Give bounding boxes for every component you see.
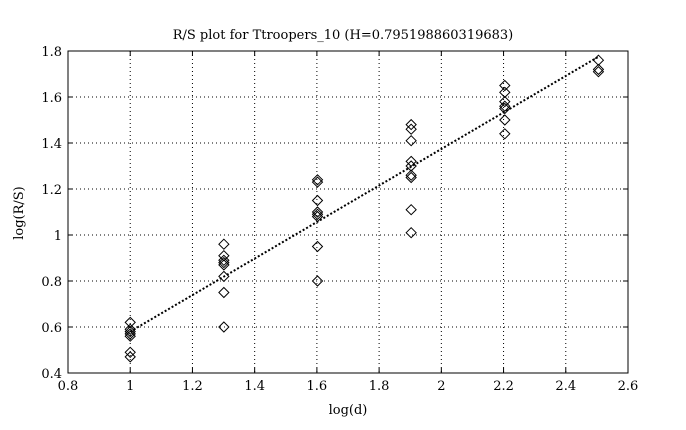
data-point-diamond (405, 155, 417, 168)
x-tick-label: 2 (437, 379, 445, 394)
data-point-diamond (218, 321, 230, 333)
data-point-diamond (499, 114, 511, 126)
x-tick-label: 1.6 (307, 379, 328, 394)
y-tick-label: 1.4 (41, 137, 62, 152)
y-tick-label: 1 (54, 229, 62, 244)
x-tick-label: 1.2 (182, 379, 203, 394)
y-tick-label: 0.8 (41, 275, 62, 290)
axes-frame (67, 50, 629, 374)
data-point-diamond (311, 176, 324, 188)
data-point-diamond (405, 134, 417, 147)
y-axis-label: log(R/S) (12, 186, 27, 240)
x-tick-label: 1.8 (369, 379, 390, 394)
data-point-diamond (218, 238, 230, 250)
data-point-diamond (218, 249, 230, 262)
x-tick-label: 1 (126, 379, 134, 394)
data-point-diamond (124, 316, 136, 329)
y-tick-label: 0.6 (41, 321, 62, 336)
x-tick-labels: 0.8 1 1.2 1.4 1.6 1.8 2 2.2 2.4 2.6 (58, 379, 639, 394)
data-point-diamond (311, 240, 324, 253)
y-tick-labels: 0.4 0.6 0.8 1 1.2 1.4 1.6 1.8 (41, 45, 62, 382)
x-tick-label: 1.4 (244, 379, 265, 394)
axis-ticks (67, 50, 629, 374)
data-point-diamond (311, 174, 324, 186)
x-tick-label: 2.6 (618, 379, 639, 394)
data-point-diamond (124, 330, 136, 342)
x-axis-label: log(d) (329, 403, 368, 418)
data-point-diamond (218, 259, 230, 271)
y-tick-label: 1.8 (41, 45, 62, 60)
data-point-diamond (124, 325, 136, 338)
data-point-diamond (311, 275, 324, 287)
x-tick-label: 2.4 (555, 379, 576, 394)
y-tick-label: 1.2 (41, 183, 62, 198)
y-tick-label: 0.4 (41, 367, 62, 382)
data-point-diamond (592, 63, 605, 76)
data-point-diamond (592, 65, 605, 78)
data-point-diamond (311, 194, 324, 207)
data-point-diamond (311, 208, 324, 221)
data-point-diamond (405, 203, 417, 216)
data-point-diamond (405, 171, 417, 184)
data-point-diamond (124, 323, 136, 336)
data-point-diamond (499, 86, 511, 99)
data-point-diamond (499, 128, 511, 140)
data-point-diamond (405, 226, 417, 239)
data-point-diamond (405, 169, 417, 181)
data-point-diamond (499, 79, 511, 92)
data-point-diamond (499, 100, 511, 112)
data-point-diamond (124, 328, 136, 340)
regression-fit-line (129, 55, 599, 333)
data-point-diamond (218, 286, 230, 299)
x-tick-label: 2.2 (493, 379, 514, 394)
data-point-diamond (311, 206, 324, 218)
data-point-diamond (311, 210, 324, 223)
data-points (124, 54, 605, 363)
data-point-diamond (218, 254, 230, 267)
data-point-diamond (218, 270, 230, 283)
data-point-diamond (499, 102, 511, 115)
data-point-diamond (405, 118, 417, 131)
x-tick-label: 0.8 (58, 379, 79, 394)
data-point-diamond (499, 95, 511, 108)
data-point-diamond (405, 160, 417, 172)
data-point-diamond (124, 346, 136, 359)
chart-title: R/S plot for Ttroopers_10 (H=0.795198860… (173, 28, 514, 43)
data-point-diamond (124, 351, 136, 363)
y-tick-label: 1.6 (41, 91, 62, 106)
data-point-diamond (218, 256, 230, 269)
data-point-diamond (592, 54, 605, 66)
data-point-diamond (405, 123, 417, 135)
